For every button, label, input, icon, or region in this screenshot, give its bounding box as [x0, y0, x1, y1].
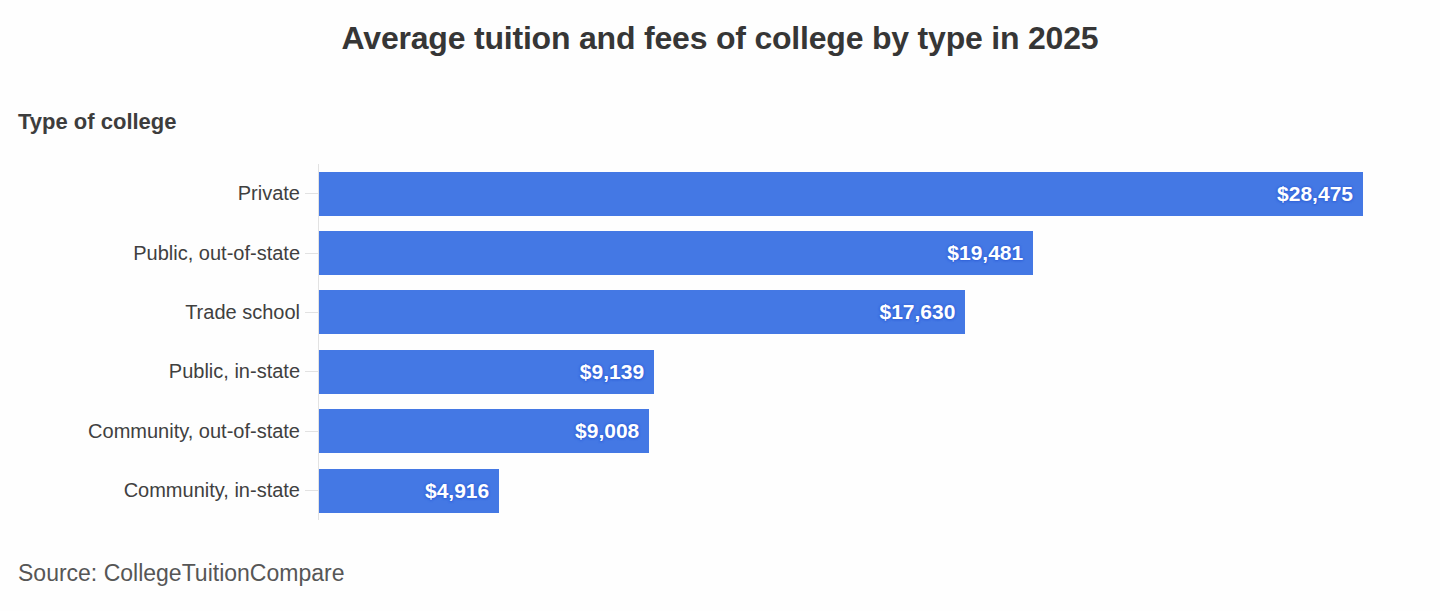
- plot-area: $9,139: [318, 342, 1363, 401]
- axis-tick-mark: [300, 253, 318, 254]
- bar-row: Community, out-of-state $9,008: [0, 402, 1363, 461]
- category-label: Public, out-of-state: [0, 242, 300, 265]
- axis-tick-mark: [300, 312, 318, 313]
- category-label: Community, out-of-state: [0, 420, 300, 443]
- bar-row: Public, in-state $9,139: [0, 342, 1363, 401]
- category-label: Trade school: [0, 301, 300, 324]
- category-label: Community, in-state: [0, 479, 300, 502]
- axis-tick-mark: [300, 193, 318, 194]
- value-label: $19,481: [947, 241, 1023, 265]
- bar-private[interactable]: $28,475: [319, 172, 1363, 216]
- plot-area: $4,916: [318, 461, 1363, 520]
- bar-trade-school[interactable]: $17,630: [319, 290, 965, 334]
- value-label: $9,008: [575, 419, 639, 443]
- plot-area: $19,481: [318, 223, 1363, 282]
- axis-tick-mark: [300, 490, 318, 491]
- category-label: Public, in-state: [0, 360, 300, 383]
- chart-title: Average tuition and fees of college by t…: [0, 20, 1440, 57]
- bar-public-out-of-state[interactable]: $19,481: [319, 231, 1033, 275]
- plot-area: $17,630: [318, 283, 1363, 342]
- plot-area: $9,008: [318, 402, 1363, 461]
- axis-tick-mark: [300, 371, 318, 372]
- chart-canvas: Average tuition and fees of college by t…: [0, 0, 1440, 611]
- category-label: Private: [0, 182, 300, 205]
- bar-rows: Private $28,475 Public, out-of-state $19,48…: [0, 164, 1363, 520]
- bar-community-in-state[interactable]: $4,916: [319, 469, 499, 513]
- bar-row: Private $28,475: [0, 164, 1363, 223]
- category-axis-title: Type of college: [18, 109, 177, 135]
- bar-row: Community, in-state $4,916: [0, 461, 1363, 520]
- source-caption: Source: CollegeTuitionCompare: [18, 560, 344, 587]
- bar-row: Trade school $17,630: [0, 283, 1363, 342]
- value-label: $4,916: [425, 479, 489, 503]
- value-label: $17,630: [879, 300, 955, 324]
- bar-public-in-state[interactable]: $9,139: [319, 350, 654, 394]
- value-label: $28,475: [1277, 182, 1353, 206]
- value-label: $9,139: [580, 360, 644, 384]
- axis-tick-mark: [300, 431, 318, 432]
- bar-row: Public, out-of-state $19,481: [0, 223, 1363, 282]
- bar-community-out-of-state[interactable]: $9,008: [319, 409, 649, 453]
- plot-area: $28,475: [318, 164, 1363, 223]
